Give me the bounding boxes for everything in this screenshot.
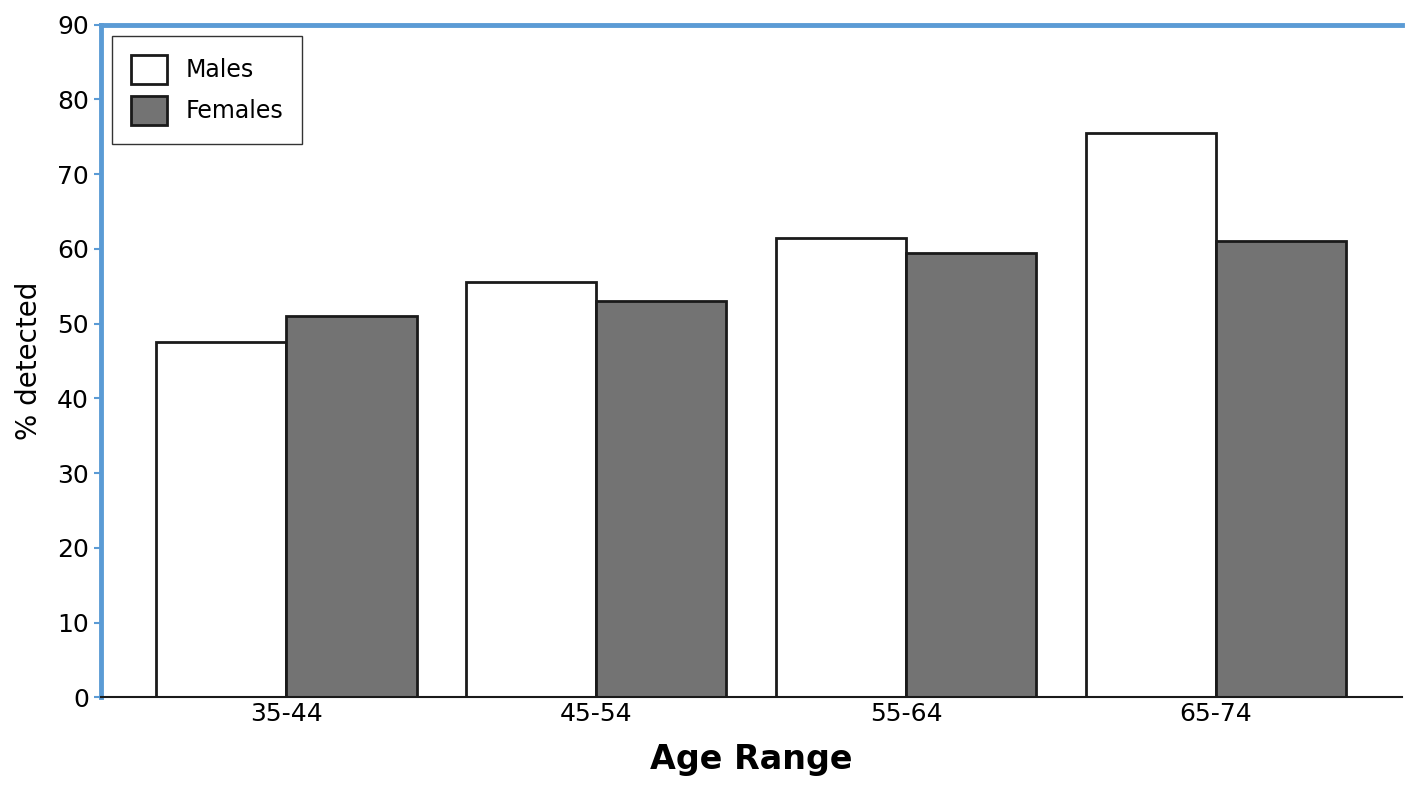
Bar — [466, 282, 597, 698]
Bar — [286, 316, 417, 698]
Bar — [597, 301, 727, 698]
Bar — [1085, 133, 1216, 698]
Bar — [156, 343, 286, 698]
Y-axis label: % detected: % detected — [16, 282, 43, 440]
Bar — [907, 252, 1036, 698]
X-axis label: Age Range: Age Range — [650, 743, 853, 776]
Bar — [777, 237, 907, 698]
Bar — [1216, 241, 1346, 698]
Legend: Males, Females: Males, Females — [112, 36, 302, 143]
